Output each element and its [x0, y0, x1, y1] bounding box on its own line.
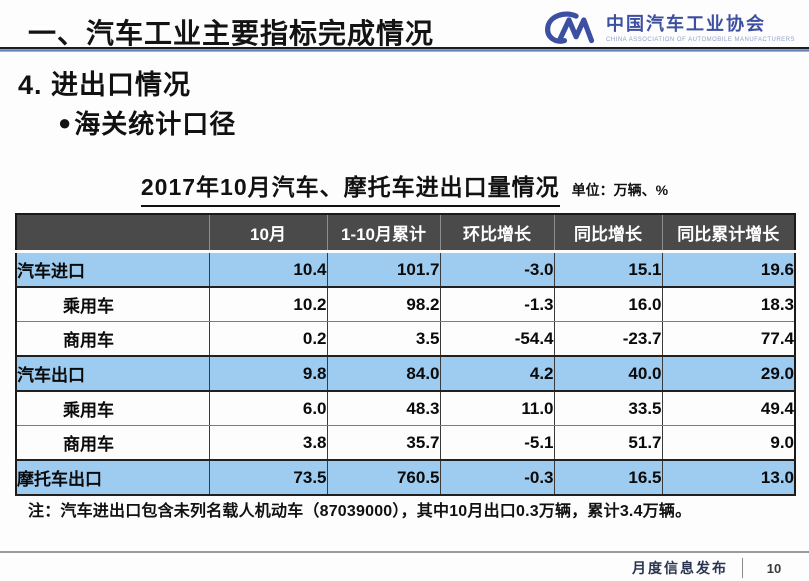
page-number: 10 [766, 560, 782, 576]
row-label: 乘用车 [15, 390, 210, 426]
caam-cm-logo-icon [545, 11, 595, 44]
cell-value: 10.4 [208, 250, 328, 288]
table-unit-label: 单位：万辆、% [571, 182, 669, 198]
column-header: 1-10月累计 [326, 214, 441, 253]
cell-value: 3.5 [326, 321, 441, 357]
column-header: 同比累计增长 [661, 214, 796, 253]
table-row: 摩托车出口 73.5 760.5 -0.3 16.5 13.0 [15, 459, 796, 496]
cell-value: 18.3 [661, 286, 796, 322]
table-title-row: 2017年10月汽车、摩托车进出口量情况 单位：万辆、% [15, 168, 794, 207]
cell-value: 84.0 [326, 355, 441, 392]
table-row: 乘用车 10.2 98.2 -1.3 16.0 18.3 [15, 286, 796, 322]
row-label: 乘用车 [15, 286, 210, 322]
table-row: 商用车 0.2 3.5 -54.4 -23.7 77.4 [15, 321, 796, 357]
cell-value: 15.1 [553, 250, 663, 288]
column-header [15, 214, 210, 253]
slide-title: 一、汽车工业主要指标完成情况 [28, 18, 435, 49]
cell-value: -23.7 [553, 321, 663, 357]
row-label: 商用车 [15, 425, 210, 461]
cell-value: 40.0 [553, 355, 663, 392]
cell-value: 101.7 [326, 250, 441, 288]
cell-value: -5.1 [439, 425, 555, 461]
cell-value: -54.4 [439, 321, 555, 357]
cell-value: 19.6 [661, 250, 796, 288]
table-title: 2017年10月汽车、摩托车进出口量情况 [140, 168, 560, 207]
header-divider [0, 47, 809, 52]
column-header: 环比增长 [439, 214, 555, 253]
cell-value: 16.0 [553, 286, 663, 322]
column-header: 同比增长 [553, 214, 663, 253]
import-export-table: 10月 1-10月累计 环比增长 同比增长 同比累计增长 汽车进口 10.4 1… [15, 213, 796, 496]
cell-value: 760.5 [326, 459, 441, 496]
table-row: 汽车出口 9.8 84.0 4.2 40.0 29.0 [15, 355, 796, 392]
cell-value: 6.0 [208, 390, 328, 426]
footnote: 注：汽车进出口包含未列名载人机动车（87039000），其中10月出口0.3万辆… [28, 503, 692, 520]
footer: 月度信息发布 10 [632, 558, 791, 578]
cell-value: 0.2 [208, 321, 328, 357]
footer-divider [0, 551, 809, 553]
footer-label: 月度信息发布 [632, 560, 728, 576]
section-heading: 4. 进出口情况 [18, 70, 192, 100]
cell-value: 77.4 [661, 321, 796, 357]
cell-value: 9.8 [208, 355, 328, 392]
cell-value: 49.4 [661, 390, 796, 426]
table-row: 汽车进口 10.4 101.7 -3.0 15.1 19.6 [15, 250, 796, 288]
row-label: 汽车出口 [15, 355, 210, 392]
cell-value: 51.7 [553, 425, 663, 461]
cell-value: 11.0 [439, 390, 555, 426]
cell-value: 3.8 [208, 425, 328, 461]
org-logo-text: 中国汽车工业协会 CHINA ASSOCIATION OF AUTOMOBILE… [606, 13, 795, 43]
cell-value: 35.7 [326, 425, 441, 461]
section-subheading: ● 海关统计口径 [58, 104, 236, 141]
row-label: 汽车进口 [15, 250, 210, 288]
cell-value: -0.3 [439, 459, 555, 496]
table-row: 商用车 3.8 35.7 -5.1 51.7 9.0 [15, 425, 796, 461]
cell-value: 98.2 [326, 286, 441, 322]
row-label: 摩托车出口 [15, 459, 210, 496]
cell-value: 48.3 [326, 390, 441, 426]
bullet-icon: ● [58, 109, 73, 135]
column-header: 10月 [208, 214, 328, 253]
cell-value: 9.0 [661, 425, 796, 461]
cell-value: -3.0 [439, 250, 555, 288]
cell-value: 29.0 [661, 355, 796, 392]
org-name-english: CHINA ASSOCIATION OF AUTOMOBILE MANUFACT… [606, 36, 795, 43]
cell-value: 16.5 [553, 459, 663, 496]
org-name: 中国汽车工业协会 [606, 13, 767, 34]
cell-value: 4.2 [439, 355, 555, 392]
table-row: 乘用车 6.0 48.3 11.0 33.5 49.4 [15, 390, 796, 426]
cell-value: 13.0 [661, 459, 796, 496]
table-header-row: 10月 1-10月累计 环比增长 同比增长 同比累计增长 [15, 214, 796, 253]
footer-vertical-divider [742, 558, 743, 578]
cell-value: -1.3 [439, 286, 555, 322]
org-logo: 中国汽车工业协会 CHINA ASSOCIATION OF AUTOMOBILE… [540, 8, 795, 50]
cell-value: 73.5 [208, 459, 328, 496]
cell-value: 33.5 [553, 390, 663, 426]
row-label: 商用车 [15, 321, 210, 357]
cell-value: 10.2 [208, 286, 328, 322]
section-subheading-label: 海关统计口径 [74, 109, 237, 139]
